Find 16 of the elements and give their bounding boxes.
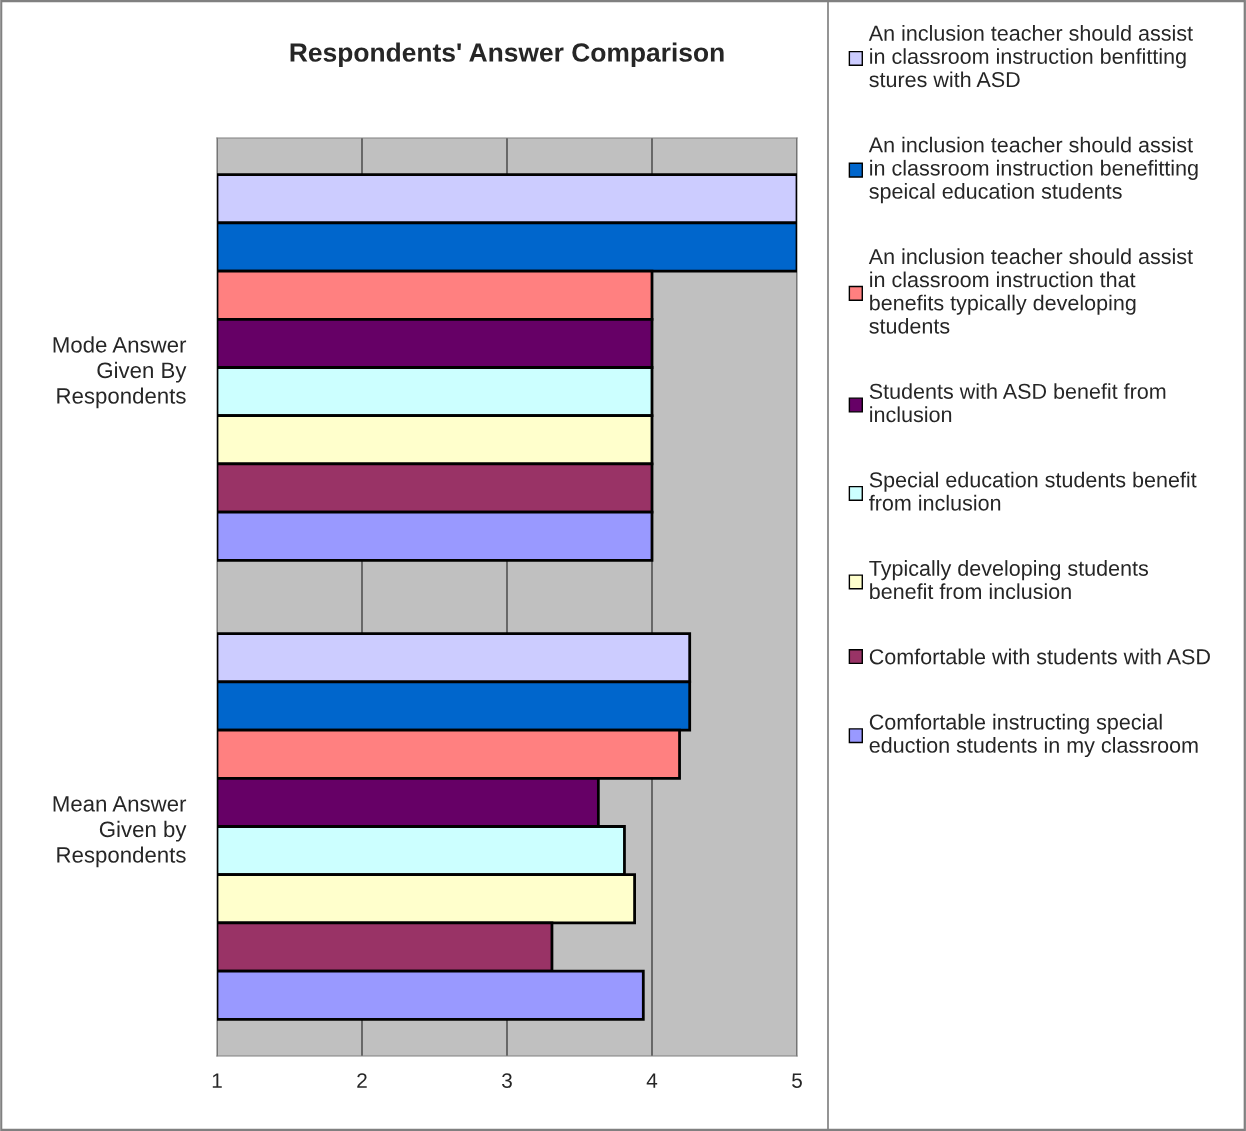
- legend-label: Special education students benefit from inclusion: [869, 471, 1197, 511]
- legend-label: Comfortable with students with ASD: [869, 648, 1210, 665]
- x-tick-label: 3: [502, 1073, 512, 1088]
- x-tick-label: 1: [212, 1073, 222, 1088]
- y-tick-label: Mean Answer Given by Respondents: [53, 796, 187, 868]
- x-tick-label: 5: [792, 1073, 802, 1088]
- legend-label: An inclusion teacher should assist in classroom instruction benfitting stures with ASD: [868, 25, 1193, 88]
- legend-label: An inclusion teacher should assist in classroom instruction that benefits typically developing students: [868, 248, 1193, 334]
- legend-label: Comfortable instructing special eduction students in my classroom: [869, 713, 1198, 758]
- legend-label: An inclusion teacher should assist in classroom instruction benefitting speical education students: [868, 136, 1198, 204]
- legend-label: Students with ASD benefit from inclusion: [869, 383, 1166, 423]
- x-tick-label: 4: [646, 1073, 658, 1088]
- legend-label: Typically developing students benefit from inclusion: [869, 560, 1149, 600]
- chart-title: Respondents' Answer Comparison: [290, 42, 724, 68]
- x-tick-label: 2: [357, 1073, 367, 1088]
- y-tick-label: Mode Answer Given By Respondents: [53, 336, 187, 409]
